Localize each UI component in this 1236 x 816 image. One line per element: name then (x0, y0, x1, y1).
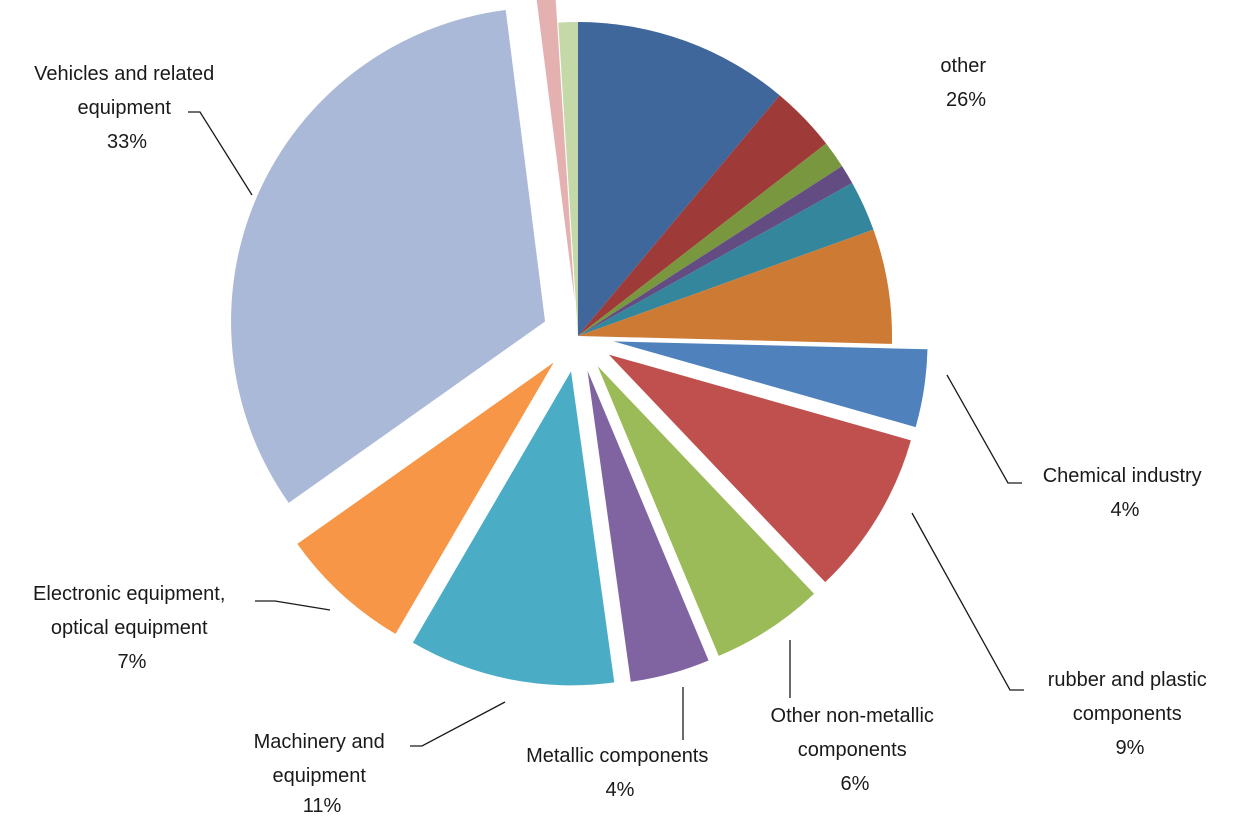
leader-line-electronic (255, 600, 331, 611)
leader-line-chemical (946, 374, 1022, 484)
label-machinery: Machinery and equipment 11% (254, 731, 391, 816)
label-electronic: Electronic equipment, optical equipment … (33, 583, 231, 673)
leader-lines (188, 111, 1024, 747)
pie-slice-9 (587, 370, 709, 682)
label-rubber: rubber and plastic components 9% (1048, 669, 1213, 759)
leader-line-rubber (911, 512, 1024, 691)
pie-slice-3 (578, 166, 853, 336)
pie-slice-7 (608, 354, 911, 583)
pie-slice-0 (578, 22, 780, 336)
label-chemical: Chemical industry 4% (1043, 465, 1208, 521)
pie-slice-14 (558, 22, 578, 336)
label-non-metallic: Other non-metallic components 6% (771, 705, 940, 795)
leader-line-vehicles (188, 111, 253, 196)
leader-line-machinery (410, 701, 506, 747)
pie-slice-13 (536, 0, 575, 301)
label-vehicles: Vehicles and related equipment 33% (34, 63, 220, 153)
label-other: other 26% (940, 55, 991, 111)
data-labels: other 26% Vehicles and related equipment… (33, 55, 1213, 816)
pie-slice-6 (613, 341, 928, 428)
pie-slice-12 (231, 9, 546, 503)
pie-slice-4 (578, 183, 874, 336)
pie-slice-11 (297, 362, 554, 634)
pie-slice-8 (597, 366, 815, 656)
pie-slices (231, 0, 928, 686)
pie-slice-10 (412, 371, 615, 686)
pie-slice-2 (578, 143, 843, 336)
pie-slice-1 (578, 95, 827, 336)
pie-slice-5 (578, 229, 892, 344)
label-metallic: Metallic components 4% (526, 745, 714, 801)
